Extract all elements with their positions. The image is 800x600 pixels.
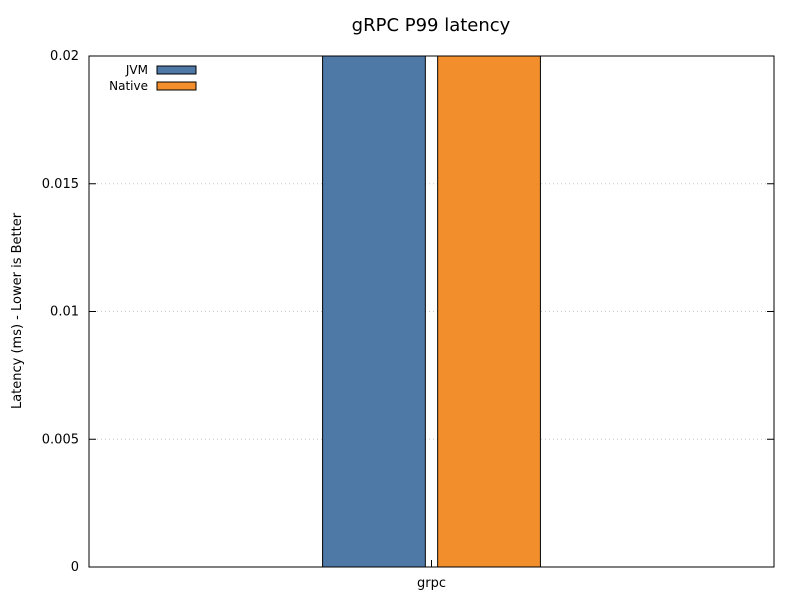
grid-lines <box>89 183 774 440</box>
y-tick-label: 0 <box>71 560 79 575</box>
y-tick-label: 0.01 <box>50 305 79 320</box>
bar-native <box>437 55 541 568</box>
bar-jvm <box>322 55 426 568</box>
y-axis-ticks: 0 0.005 0.01 0.015 0.02 <box>42 49 774 575</box>
legend-label-jvm: JVM <box>125 63 148 77</box>
y-tick-label: 0.015 <box>42 177 79 192</box>
bars <box>322 55 541 568</box>
x-axis-ticks: grpc <box>417 560 446 591</box>
legend-swatch-native <box>156 81 197 91</box>
y-tick-label: 0.005 <box>42 432 79 447</box>
y-axis-label: Latency (ms) - Lower is Better <box>10 212 25 409</box>
legend-swatch-jvm <box>156 65 197 75</box>
chart-title: gRPC P99 latency <box>352 15 511 36</box>
y-tick-label: 0.02 <box>50 49 79 64</box>
legend-label-native: Native <box>109 79 148 93</box>
legend: JVM Native <box>109 63 197 93</box>
plot-frame <box>88 55 775 568</box>
x-tick-label: grpc <box>417 576 446 591</box>
